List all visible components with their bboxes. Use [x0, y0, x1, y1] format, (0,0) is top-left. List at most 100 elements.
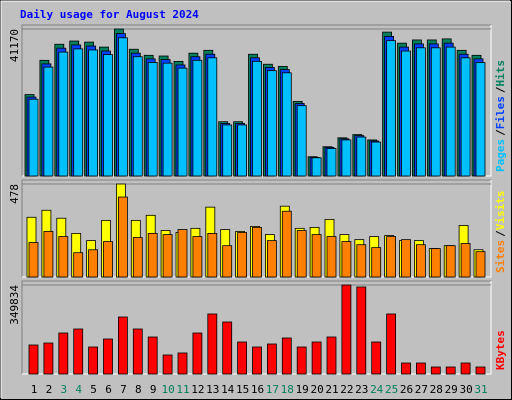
bar: [73, 252, 84, 278]
bar: [311, 157, 322, 177]
bar: [296, 105, 307, 177]
bar: [296, 230, 307, 278]
bar: [132, 328, 143, 375]
bar: [445, 366, 456, 375]
bar: [430, 248, 441, 278]
y-tick-label: 349834: [8, 285, 21, 325]
bar: [460, 57, 471, 177]
bar: [58, 332, 69, 375]
x-tick-label: 31: [474, 383, 487, 396]
y-tick-label: 41170: [8, 29, 21, 62]
x-tick-label: 10: [161, 383, 174, 396]
x-tick-label: 1: [31, 383, 38, 396]
bar: [192, 236, 203, 278]
bar: [118, 196, 128, 278]
bar: [88, 249, 98, 278]
x-tick-label: 12: [191, 383, 204, 396]
bar: [103, 54, 113, 177]
bar: [177, 352, 188, 375]
bar: [103, 338, 113, 375]
bar: [252, 60, 262, 177]
legend-label: Files: [494, 96, 507, 129]
bar: [132, 237, 143, 278]
bar: [371, 141, 382, 177]
bar: [237, 124, 248, 177]
bar: [103, 241, 113, 278]
bar: [356, 136, 367, 177]
bar: [371, 247, 382, 278]
bar: [415, 244, 426, 278]
bar: [386, 40, 397, 177]
bar: [58, 51, 69, 177]
bar: [118, 37, 128, 177]
x-tick-label: 24: [370, 383, 384, 396]
legend-separator: /: [494, 230, 507, 237]
bar: [475, 62, 486, 177]
x-tick-label: 29: [445, 383, 458, 396]
bar: [88, 346, 98, 375]
x-tick-label: 28: [430, 383, 443, 396]
bar: [371, 341, 382, 375]
bar: [430, 47, 441, 177]
bar: [252, 226, 262, 278]
bar: [386, 313, 397, 375]
bar: [266, 240, 277, 278]
bar: [401, 239, 411, 278]
x-tick-label: 21: [325, 383, 338, 396]
bar: [266, 70, 277, 177]
bar: [73, 48, 84, 177]
x-tick-label: 16: [251, 383, 264, 396]
bar: [28, 242, 39, 278]
legend-separator: /: [494, 129, 507, 136]
x-tick-label: 7: [120, 383, 127, 396]
bar: [192, 59, 203, 177]
bar: [162, 62, 173, 177]
bar: [147, 233, 158, 278]
bar: [73, 328, 84, 375]
bar: [430, 366, 441, 375]
x-tick-label: 2: [46, 383, 53, 396]
bar: [266, 343, 277, 375]
x-tick-label: 5: [90, 383, 97, 396]
bar: [281, 72, 292, 177]
bar: [207, 313, 218, 375]
bar: [162, 234, 173, 278]
bar: [445, 46, 456, 177]
bar: [475, 251, 486, 278]
x-tick-label: 9: [150, 383, 157, 396]
bar: [28, 98, 39, 177]
legend-label: Visits: [494, 191, 507, 231]
bar: [43, 231, 54, 278]
x-tick-label: 23: [355, 383, 368, 396]
bar: [207, 57, 218, 177]
bar: [415, 47, 426, 177]
x-tick-label: 8: [135, 383, 142, 396]
x-tick-label: 6: [105, 383, 112, 396]
bar: [415, 362, 426, 375]
bar: [237, 232, 248, 278]
bar: [296, 346, 307, 375]
x-tick-label: 30: [459, 383, 472, 396]
bar: [118, 316, 128, 375]
bar: [222, 245, 233, 278]
bar: [177, 67, 188, 177]
legend: Sites /Visits: [494, 191, 507, 274]
bar: [401, 362, 411, 375]
bar: [326, 236, 337, 278]
x-tick-label: 26: [400, 383, 413, 396]
bar: [222, 321, 233, 375]
bar: [88, 49, 98, 177]
x-tick-label: 4: [75, 383, 82, 396]
bar: [445, 245, 456, 278]
x-tick-label: 20: [310, 383, 323, 396]
legend-label: Hits: [494, 60, 507, 87]
bar: [207, 233, 218, 278]
bar: [386, 236, 397, 278]
bar: [341, 284, 352, 375]
bar: [58, 236, 69, 278]
bar: [147, 336, 158, 375]
x-tick-label: 13: [206, 383, 219, 396]
